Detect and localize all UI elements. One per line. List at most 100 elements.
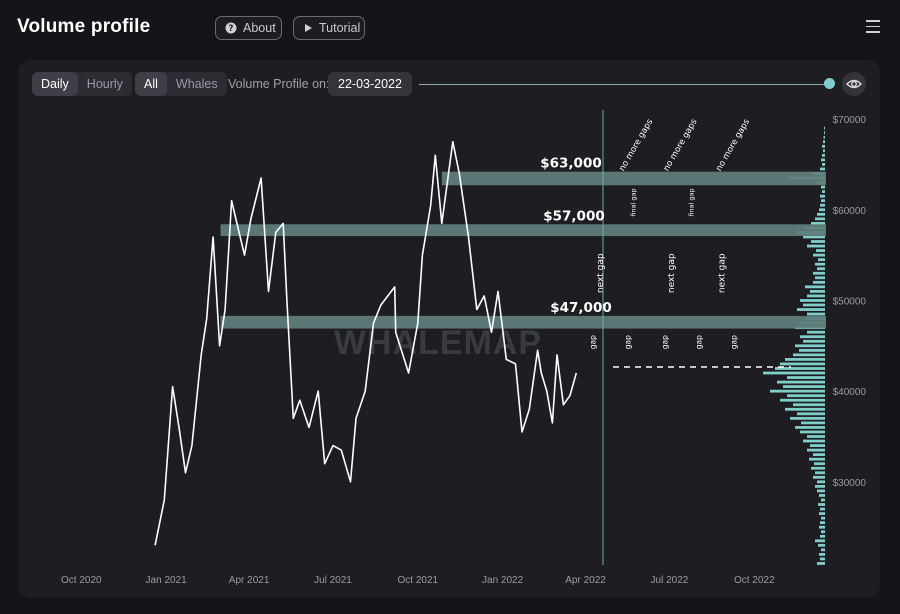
profile-bar	[787, 394, 825, 398]
profile-bar	[815, 276, 825, 280]
profile-bar	[807, 330, 825, 334]
tutorial-button[interactable]: Tutorial	[293, 16, 365, 40]
watermark: WHALEMAP	[334, 324, 542, 362]
profile-bar	[803, 235, 825, 239]
profile-bar	[821, 548, 825, 552]
profile-bar	[800, 430, 825, 434]
interval-option-hourly[interactable]: Hourly	[86, 77, 123, 91]
profile-bar	[818, 543, 825, 547]
profile-bar	[818, 258, 825, 262]
gap-annotation: next gap	[667, 253, 677, 293]
profile-bar	[811, 466, 825, 470]
profile-bar	[817, 480, 825, 484]
profile-bar	[819, 208, 825, 212]
y-tick-label: $40000	[833, 387, 867, 398]
gap-annotation: next gap	[718, 253, 728, 293]
profile-bar	[819, 494, 825, 497]
y-tick-label: $50000	[833, 296, 867, 307]
profile-bar	[807, 448, 825, 452]
x-tick-label: Jan 2021	[146, 575, 188, 586]
price-line	[154, 140, 578, 546]
profile-bar	[815, 217, 825, 221]
profile-bar	[783, 385, 825, 389]
top-bar: Volume profile ? About Tutorial	[0, 0, 900, 58]
profile-bar	[785, 358, 825, 361]
profile-bar	[813, 453, 825, 457]
profile-bar	[780, 362, 825, 366]
svg-text:?: ?	[229, 24, 234, 34]
profile-bar	[803, 339, 825, 343]
question-icon: ?	[225, 22, 237, 34]
filter-option-whales[interactable]: Whales	[175, 77, 218, 91]
gap-annotation: gap	[730, 335, 739, 349]
profile-bar	[822, 153, 825, 157]
profile-bar	[807, 294, 825, 298]
profile-bar	[770, 389, 825, 393]
date-slider-handle[interactable]	[824, 78, 835, 89]
profile-bar	[817, 212, 825, 216]
profile-bar	[820, 167, 825, 171]
profile-bar	[821, 530, 825, 534]
level-label: $63,000	[540, 156, 602, 172]
profile-bar	[819, 525, 825, 529]
gap-annotation: no more gaps	[617, 117, 655, 173]
profile-bar	[820, 507, 825, 511]
profile-bar	[823, 149, 825, 153]
gap-annotation: no more gaps	[662, 117, 700, 173]
x-tick-label: Oct 2022	[734, 575, 775, 586]
date-slider-track[interactable]	[419, 83, 829, 85]
y-tick-label: $30000	[833, 478, 867, 489]
profile-bar	[793, 353, 825, 357]
profile-bar	[800, 335, 825, 339]
about-label: About	[243, 21, 276, 35]
profile-bar	[820, 534, 825, 538]
filter-option-all[interactable]: All	[135, 72, 167, 96]
date-picker[interactable]: 22-03-2022	[328, 72, 412, 96]
eye-icon	[846, 79, 862, 89]
x-tick-label: Oct 2021	[397, 575, 438, 586]
profile-bar	[817, 267, 825, 271]
profile-bar	[797, 308, 825, 311]
x-tick-label: Jul 2021	[314, 575, 352, 586]
profile-bar	[821, 158, 825, 162]
profile-bar	[775, 367, 825, 370]
profile-bar	[817, 562, 825, 565]
visibility-toggle-button[interactable]	[842, 72, 866, 96]
profile-bar	[801, 421, 825, 425]
holder-filter-toggle: All Whales	[135, 72, 227, 96]
x-tick-label: Apr 2021	[229, 575, 270, 586]
profile-bar	[815, 539, 825, 543]
play-icon	[303, 23, 313, 33]
about-button[interactable]: ? About	[215, 16, 282, 40]
profile-bar	[777, 380, 825, 384]
profile-bar	[811, 221, 825, 225]
profile-bar	[809, 457, 825, 461]
profile-bar	[817, 489, 825, 493]
profile-bar	[810, 444, 825, 447]
gap-annotation: final gap	[629, 188, 637, 216]
profile-bar	[821, 516, 825, 520]
tutorial-label: Tutorial	[319, 21, 361, 35]
profile-bar	[795, 344, 825, 348]
profile-bar	[797, 412, 825, 416]
profile-bar	[820, 203, 825, 207]
gap-annotation: gap	[589, 335, 598, 349]
profile-bar	[787, 376, 825, 379]
profile-bar	[810, 289, 825, 293]
profile-bar	[816, 249, 825, 252]
profile-bar	[813, 475, 825, 479]
gap-annotation: next gap	[596, 253, 606, 293]
profile-bar	[799, 348, 825, 352]
level-band	[220, 315, 827, 329]
profile-bar	[790, 416, 825, 420]
profile-bar	[813, 253, 825, 257]
page-title: Volume profile	[17, 16, 151, 37]
x-tick-label: Jul 2022	[651, 575, 689, 586]
level-band	[220, 224, 827, 237]
profile-bar	[821, 185, 825, 189]
hamburger-menu-icon[interactable]	[866, 20, 880, 34]
gap-annotation: gap	[661, 335, 670, 349]
interval-option-daily[interactable]: Daily	[32, 72, 78, 96]
profile-bar	[800, 299, 825, 302]
gap-annotation: gap	[624, 335, 633, 349]
